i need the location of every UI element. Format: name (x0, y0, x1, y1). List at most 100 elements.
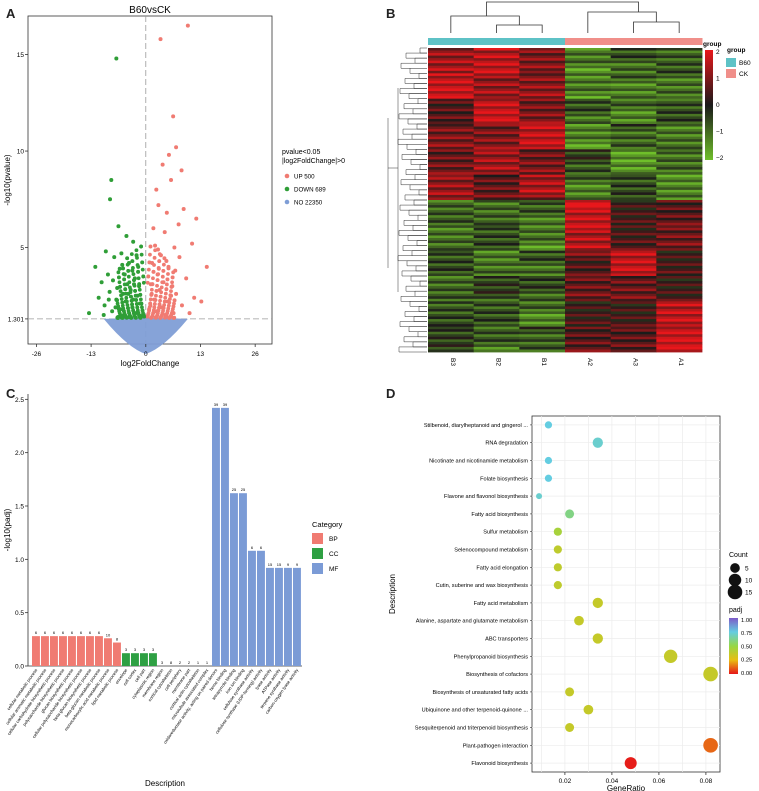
volcano-point (149, 292, 154, 297)
heatmap-cell (656, 339, 703, 343)
dendrogram-branch (412, 225, 427, 231)
go-bar (41, 636, 49, 666)
volcano-point (166, 272, 170, 276)
heatmap-cell (565, 167, 612, 170)
kegg-term-label: Alanine, aspartate and glutamate metabol… (416, 619, 529, 625)
volcano-legend-label: NO 22350 (294, 199, 323, 206)
heatmap-cell (519, 232, 566, 236)
heatmap-cell (610, 83, 657, 87)
dendrogram-branch (412, 341, 427, 348)
heatmap-cell (610, 197, 657, 201)
heatmap-cell (565, 278, 612, 282)
heatmap-cell (519, 184, 566, 188)
heatmap-cell (428, 243, 475, 246)
heatmap-cell (656, 210, 703, 214)
heatmap-cell (656, 341, 703, 345)
volcano-point (149, 287, 154, 292)
heatmap-cell (565, 48, 612, 51)
volcano-point (169, 178, 174, 182)
heatmap-cell (428, 217, 475, 221)
volcano-point (117, 311, 122, 316)
heatmap-cell (428, 205, 475, 208)
dendrogram-branch (409, 68, 427, 74)
heatmap-cell (428, 116, 475, 120)
heatmap-cell (473, 301, 520, 305)
go-bar-count-label: 3 (161, 660, 164, 665)
volcano-point (123, 287, 128, 292)
heatmap-cell (656, 281, 703, 284)
heatmap-cell (610, 177, 657, 181)
heatmap-cell (610, 263, 657, 267)
heatmap-cell (656, 58, 703, 62)
heatmap-cell (428, 93, 475, 97)
heatmap-cell (610, 58, 657, 62)
volcano-point (124, 315, 128, 320)
go-legend-label: MF (329, 566, 338, 573)
go-bar (32, 636, 40, 666)
heatmap-cell (656, 205, 703, 208)
kegg-term-label: Fatty acid elongation (476, 565, 528, 571)
heatmap-cell (610, 331, 657, 335)
heatmap-cell (656, 207, 703, 211)
heatmap-cell (473, 311, 520, 315)
volcano-point (110, 309, 115, 314)
volcano-point (171, 316, 176, 320)
go-bar (230, 493, 238, 666)
dendrogram-branch (408, 326, 427, 332)
heatmap-cell (565, 75, 612, 79)
heatmap-cell (565, 129, 612, 132)
dendrogram-branch (417, 98, 427, 104)
heatmap-cell (610, 194, 657, 198)
volcano-point (181, 206, 186, 211)
volcano-point (156, 272, 161, 277)
kegg-bubble (592, 437, 603, 448)
heatmap-cell (656, 124, 703, 127)
heatmap-cell (610, 346, 657, 350)
dendrogram-branch (415, 265, 427, 272)
heatmap-cell (519, 341, 566, 345)
heatmap-cell (565, 243, 612, 246)
heatmap-cell (656, 276, 703, 279)
heatmap-cell (428, 250, 475, 254)
heatmap-cell (656, 134, 703, 138)
dendrogram-branch (419, 47, 427, 54)
heatmap-cell (428, 270, 475, 274)
volcano-point (101, 313, 106, 318)
heatmap-cell (473, 136, 520, 140)
volcano-point (116, 224, 121, 229)
volcano-point (185, 23, 190, 28)
heatmap-cell (428, 124, 475, 127)
go-bar-count-label: 10 (106, 632, 111, 637)
heatmap-cell (428, 169, 475, 173)
panel-letter-a: A (6, 6, 16, 21)
volcano-point (161, 262, 166, 267)
heatmap-cell (565, 103, 612, 107)
heatmap-cell (473, 75, 520, 79)
go-legend-label: CC (329, 551, 339, 558)
heatmap-cell (519, 174, 566, 178)
heatmap-cell (428, 192, 475, 196)
kegg-padj-tick: 0.00 (741, 671, 752, 677)
volcano-point (126, 306, 130, 310)
volcano-point (156, 265, 161, 270)
heatmap-cell (565, 189, 612, 193)
heatmap-cell (428, 225, 475, 229)
heatmap-cell (656, 144, 703, 148)
heatmap-cell (473, 324, 520, 328)
heatmap-cell (473, 346, 520, 350)
volcano-point (129, 298, 134, 303)
volcano-point (127, 280, 132, 285)
heatmap-cell (519, 73, 566, 77)
heatmap-cell (519, 253, 566, 257)
heatmap-cell (428, 331, 475, 335)
volcano-point (145, 314, 150, 319)
heatmap-cell (610, 349, 657, 353)
kegg-bubble (624, 757, 637, 770)
volcano-point (131, 272, 136, 277)
heatmap-cell (656, 139, 703, 143)
heatmap-cell (519, 243, 566, 246)
dendrogram-branch (406, 144, 427, 150)
heatmap-cell (519, 86, 566, 89)
heatmap-cell (428, 83, 475, 87)
heatmap-cell (565, 134, 612, 138)
